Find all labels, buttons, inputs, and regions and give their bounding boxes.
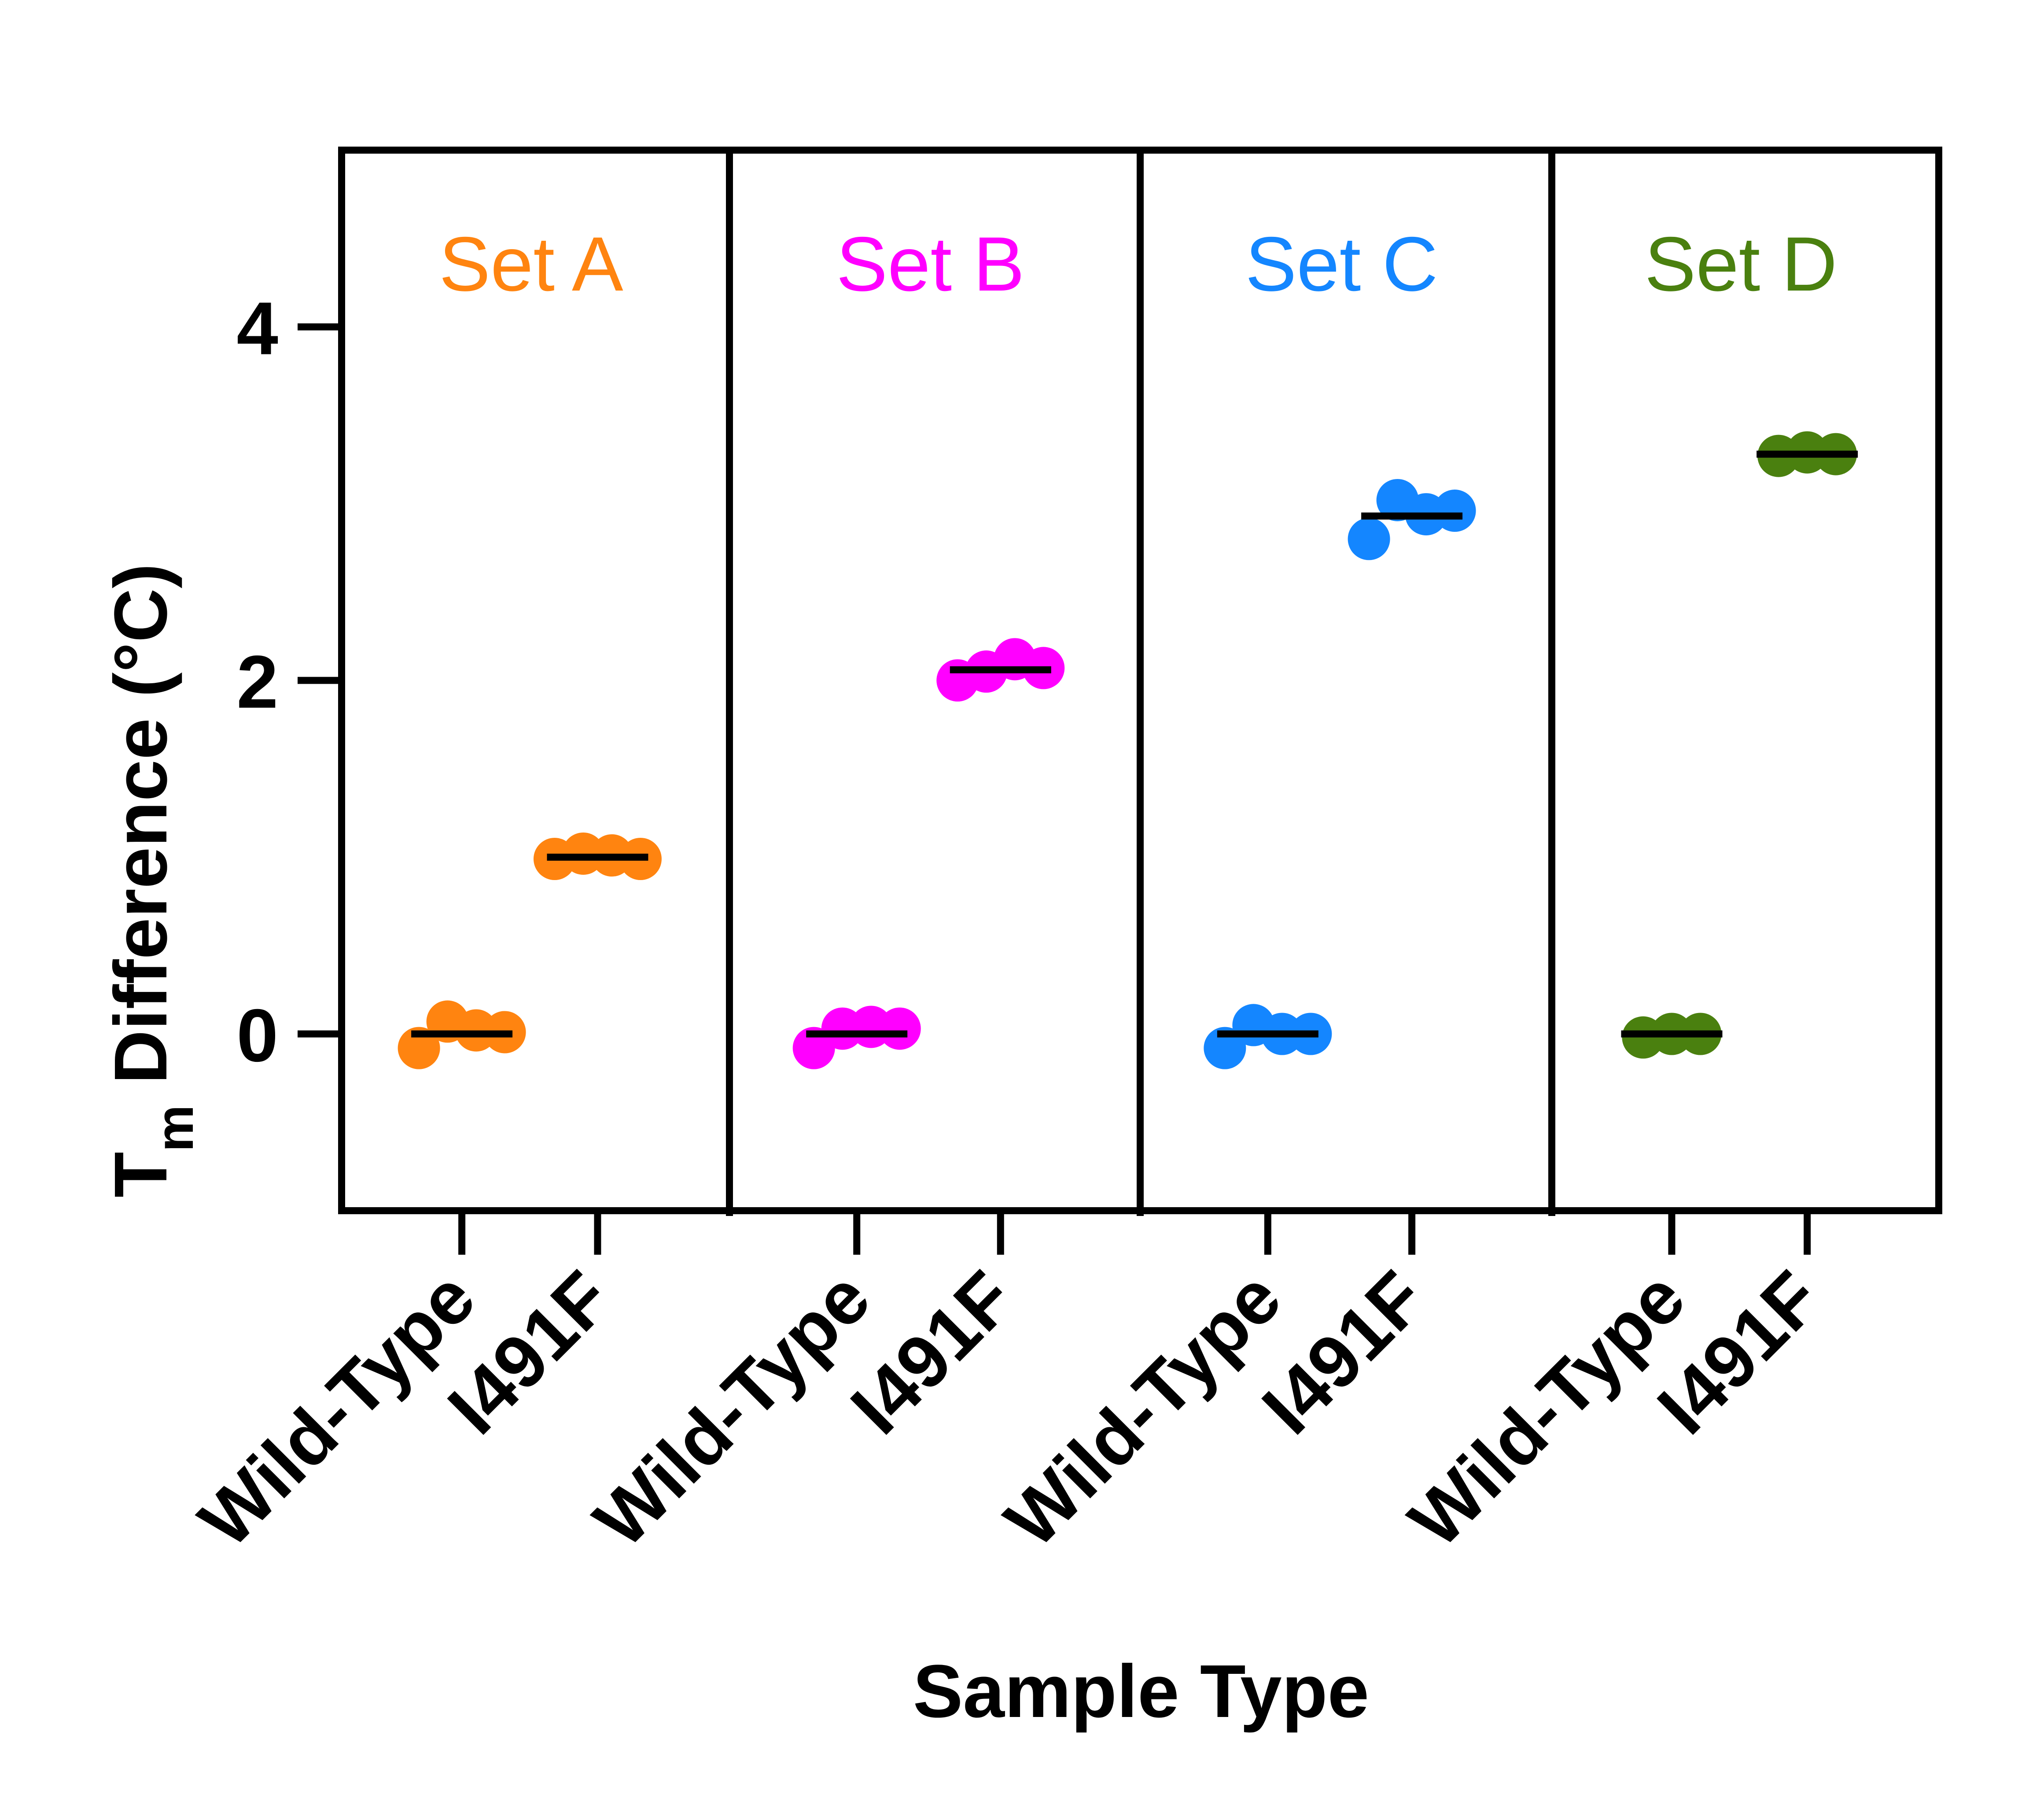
y-axis-title: Tm Difference (°C) [99,564,204,1197]
data-point-set-c-i491f-1 [1348,518,1390,560]
panel-title-set-b: Set B [836,221,1024,307]
y-axis-title-rest: Difference (°C) [99,564,183,1105]
data-marks [398,431,1858,1069]
data-point-set-c-wild-type-1 [1204,1027,1246,1069]
y-axis-title-main: T [99,1152,183,1197]
y-tick-label-4: 4 [236,287,278,371]
y-tick-label-2: 2 [236,641,278,724]
x-tick-label-set-d-wild-type: Wild-Type [1393,1256,1701,1563]
x-tick-label-set-b-i491f: I491F [835,1256,1030,1450]
x-tick-label-set-b-wild-type: Wild-Type [578,1256,886,1563]
x-axis: Wild-TypeI491FWild-TypeI491FWild-TypeI49… [184,1211,1837,1563]
panel-title-set-a: Set A [439,221,623,307]
data-point-set-a-wild-type-1 [398,1027,440,1069]
y-axis-title-subscript: m [145,1105,204,1152]
plot-area [338,147,1942,1216]
panel-titles: Set A Set B Set C Set D [439,221,1837,307]
data-point-set-c-i491f-4 [1433,490,1476,532]
x-tick-label-set-d-i491f: I491F [1642,1256,1837,1450]
x-tick-label-set-a-wild-type: Wild-Type [184,1256,491,1563]
x-tick-label-set-c-wild-type: Wild-Type [989,1256,1297,1563]
y-axis: 0 2 4 [236,287,342,1078]
y-tick-label-0: 0 [236,994,278,1078]
x-tick-label-set-c-i491f: I491F [1247,1256,1441,1450]
x-tick-label-set-a-i491f: I491F [432,1256,627,1450]
panel-title-set-d: Set D [1645,221,1838,307]
panel-title-set-c: Set C [1245,221,1438,307]
data-point-set-b-wild-type-4 [878,1007,921,1050]
x-axis-title: Sample Type [913,1650,1369,1733]
